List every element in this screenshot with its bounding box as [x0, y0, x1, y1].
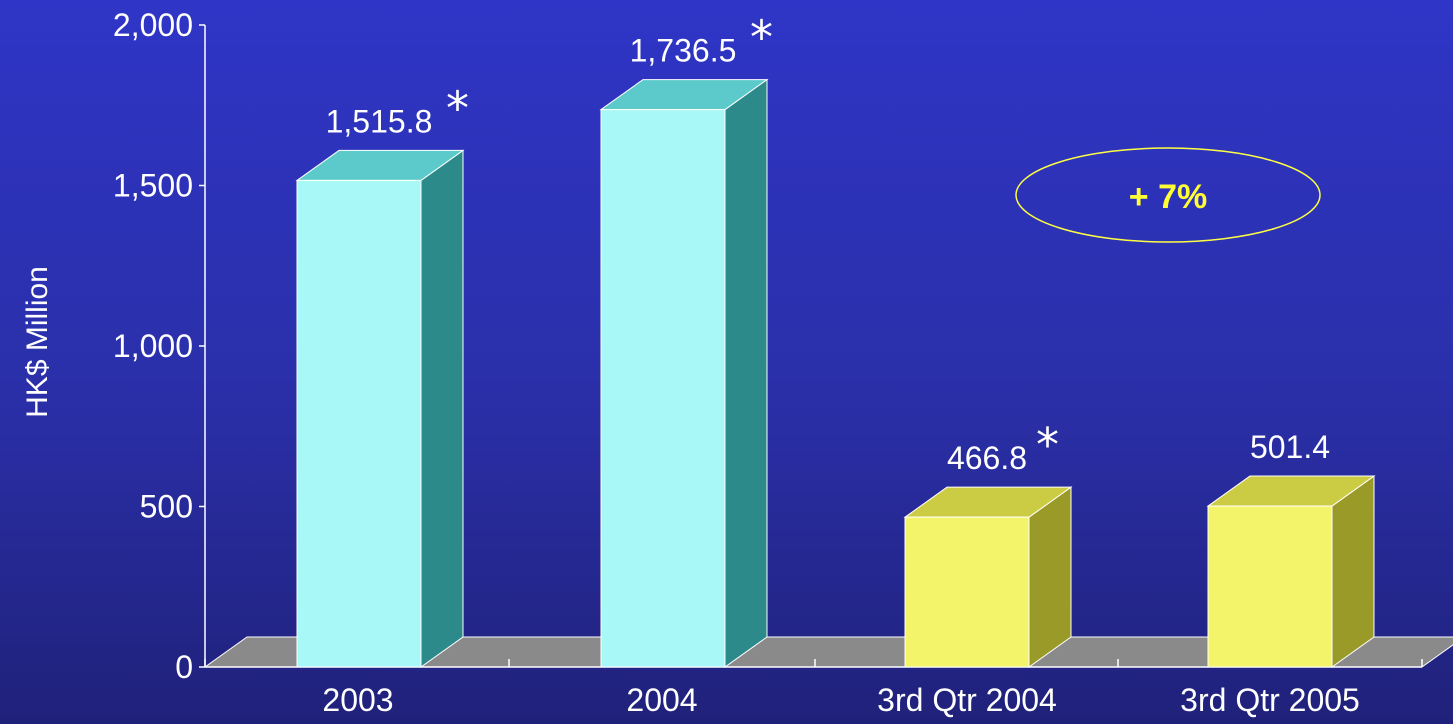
bar-side — [724, 78, 768, 668]
x-tick-label: 3rd Qtr 2005 — [1180, 682, 1360, 718]
growth-label: + 7% — [1129, 178, 1207, 216]
asterisk-mark: * — [1036, 418, 1059, 472]
growth-ellipse — [1015, 147, 1321, 243]
bar-side — [420, 149, 464, 668]
y-tick-label: 1,000 — [113, 328, 193, 364]
data-label: 1,736.5 — [630, 33, 737, 69]
bar-front — [296, 179, 422, 668]
y-tick-label: 2,000 — [113, 7, 193, 43]
x-tick-label: 2004 — [626, 682, 697, 718]
growth-annotation: + 7% — [1015, 147, 1321, 243]
y-tick-label: 0 — [175, 649, 193, 685]
bar-side — [1331, 475, 1375, 668]
bar — [903, 486, 1073, 668]
bar-front — [904, 516, 1030, 668]
bar-front — [600, 109, 726, 668]
asterisk-mark: * — [446, 81, 469, 135]
data-label: 1,515.8 — [326, 103, 433, 139]
bar — [295, 149, 465, 668]
data-label: 466.8 — [947, 440, 1027, 476]
x-tick-label: 2003 — [322, 682, 393, 718]
bar — [1206, 475, 1376, 668]
bar-side — [1028, 486, 1072, 668]
y-tick-label: 500 — [140, 489, 193, 525]
bar — [599, 78, 769, 668]
y-tick-label: 1,500 — [113, 168, 193, 204]
y-axis-label: HK$ Million — [21, 266, 54, 418]
data-label: 501.4 — [1250, 429, 1330, 465]
x-tick-label: 3rd Qtr 2004 — [877, 682, 1057, 718]
bar-front — [1207, 505, 1333, 668]
asterisk-mark: * — [750, 11, 773, 65]
